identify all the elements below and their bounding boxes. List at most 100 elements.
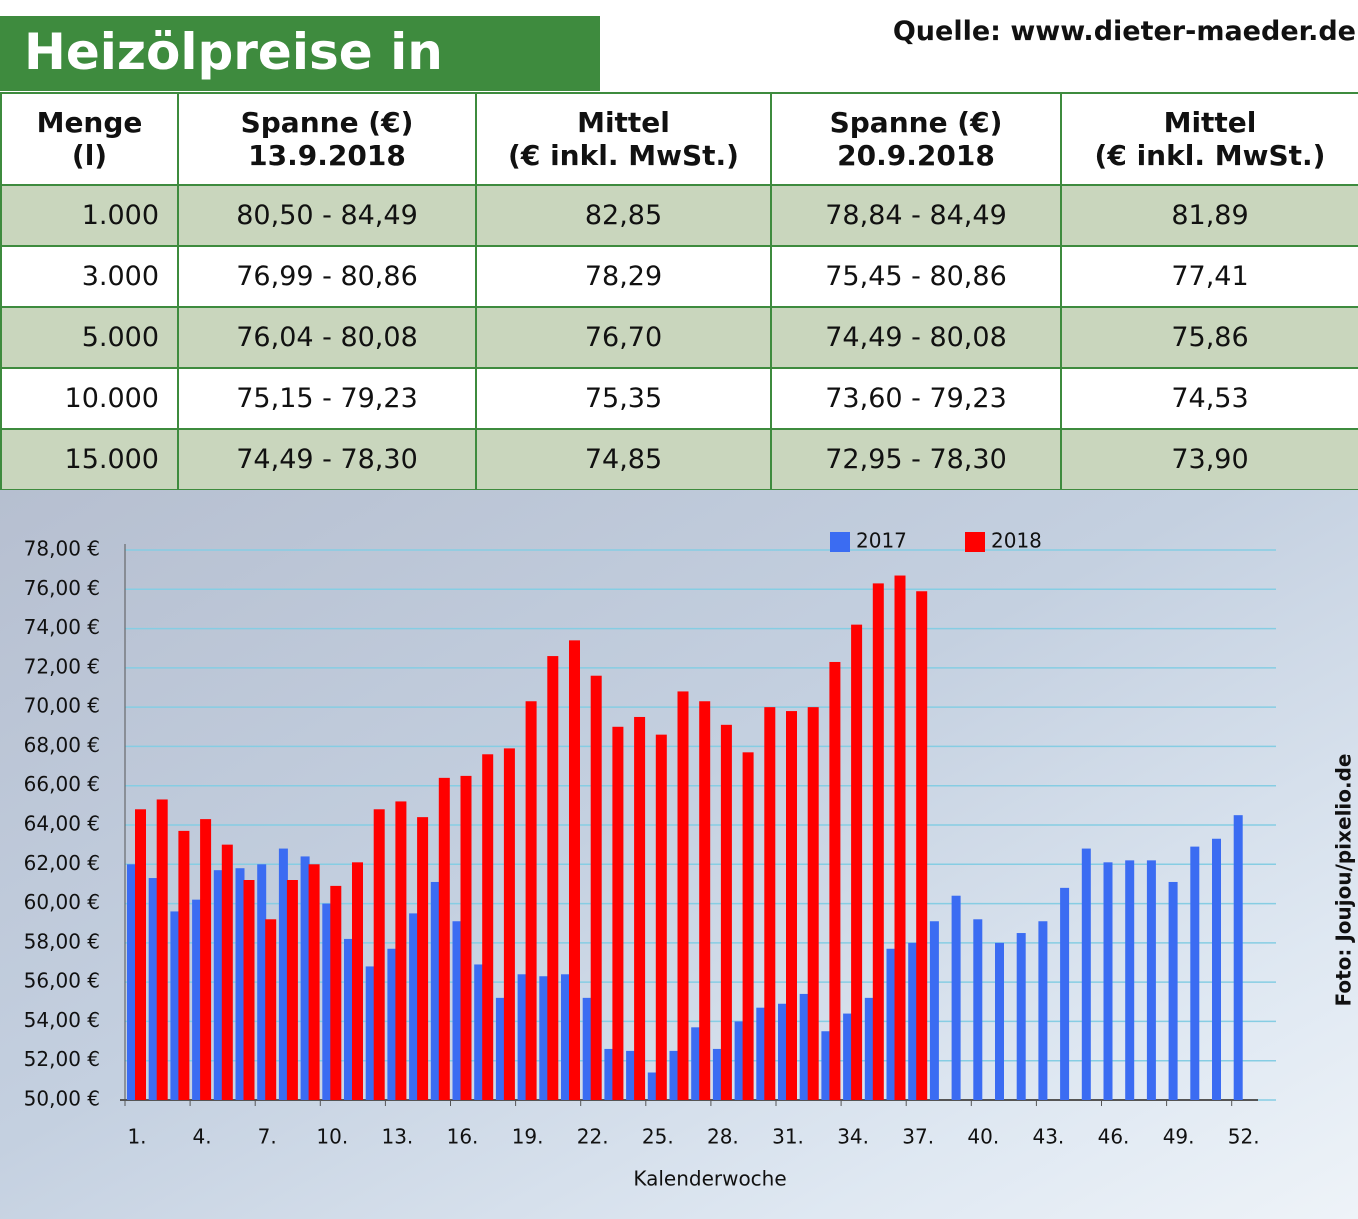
bar: [720, 724, 732, 1100]
bar: [807, 707, 819, 1100]
bar: [764, 707, 776, 1100]
header-line: (l): [71, 139, 108, 172]
header-cell: Mittel (€ inkl. MwSt.): [1060, 92, 1358, 186]
cell: 76,70: [475, 306, 772, 369]
bar: [864, 997, 874, 1100]
bar: [590, 675, 602, 1100]
bar: [851, 624, 863, 1100]
bar: [547, 656, 559, 1100]
price-table: Menge (l) Spanne (€) 13.9.2018 Mittel (€ inkl…: [0, 92, 1358, 491]
bar: [243, 880, 255, 1100]
bar: [886, 948, 896, 1100]
x-tick-label: 1.: [127, 1125, 146, 1149]
bar: [742, 752, 754, 1100]
bar: [582, 997, 592, 1100]
x-axis-label: Kalenderwoche: [633, 1167, 786, 1191]
bar: [569, 640, 580, 1100]
x-tick-label: 52.: [1228, 1125, 1260, 1149]
cell: 78,84 - 84,49: [770, 184, 1062, 247]
header-cell: Spanne (€) 20.9.2018: [770, 92, 1062, 186]
y-tick-label: 50,00 €: [24, 1087, 100, 1111]
x-tick-label: 28.: [707, 1125, 739, 1149]
bar: [517, 974, 527, 1100]
bar: [156, 799, 168, 1100]
y-tick-label: 78,00 €: [24, 537, 100, 561]
cell: 76,04 - 80,08: [177, 306, 477, 369]
y-tick-label: 52,00 €: [24, 1047, 100, 1071]
bar: [438, 777, 450, 1100]
bar: [829, 661, 841, 1100]
cell: 77,41: [1060, 245, 1358, 308]
bar: [973, 919, 983, 1100]
cell: 75,86: [1060, 306, 1358, 369]
x-tick-label: 46.: [1098, 1125, 1130, 1149]
bar: [778, 1003, 787, 1100]
bar: [373, 809, 385, 1100]
header-line: 13.9.2018: [248, 139, 406, 172]
cell: 73,60 - 79,23: [770, 367, 1062, 430]
cell: 81,89: [1060, 184, 1358, 247]
bar: [460, 775, 472, 1100]
y-tick-label: 62,00 €: [24, 851, 100, 875]
credit: Foto: Joujou/pixelio.de: [1332, 754, 1356, 1007]
bar: [799, 993, 809, 1100]
bar: [1212, 838, 1221, 1100]
title: Heizölpreise in Berlin: [0, 16, 600, 153]
legend-swatch: [830, 532, 850, 552]
bar: [655, 734, 667, 1100]
bar: [1125, 860, 1135, 1100]
x-tick-label: 10.: [316, 1125, 348, 1149]
cell: 15.000: [0, 428, 179, 491]
bar: [843, 1013, 853, 1100]
bar: [452, 921, 462, 1100]
bar: [330, 885, 342, 1100]
bar: [127, 864, 136, 1100]
x-tick-label: 40.: [967, 1125, 999, 1149]
bar: [482, 754, 494, 1100]
header-row: Menge (l) Spanne (€) 13.9.2018 Mittel (€ inkl…: [0, 92, 1358, 186]
cell: 76,99 - 80,86: [177, 245, 477, 308]
bar: [604, 1048, 614, 1100]
bar: [634, 716, 646, 1100]
cell: 82,85: [475, 184, 772, 247]
cell: 10.000: [0, 367, 179, 430]
bar: [1233, 815, 1243, 1100]
y-tick-label: 58,00 €: [24, 929, 100, 953]
bar: [286, 880, 298, 1100]
bar: [626, 1050, 636, 1100]
bar: [178, 830, 190, 1100]
bar: [908, 942, 918, 1100]
bar: [148, 878, 158, 1100]
bar: [786, 711, 797, 1100]
x-tick-label: 31.: [772, 1125, 804, 1149]
cell: 72,95 - 78,30: [770, 428, 1062, 491]
bar: [192, 899, 202, 1100]
bar: [257, 864, 267, 1100]
header-line: (€ inkl. MwSt.): [508, 139, 739, 172]
y-tick-label: 56,00 €: [24, 969, 100, 993]
y-tick-label: 68,00 €: [24, 733, 100, 757]
legend-label: 2017: [856, 529, 907, 553]
bar: [170, 911, 180, 1100]
header-cell: Menge (l): [0, 92, 179, 186]
source: Quelle: www.dieter-maeder.de: [892, 16, 1356, 47]
cell: 74,49 - 78,30: [177, 428, 477, 491]
bar: [1081, 848, 1091, 1100]
header-line: Mittel: [1163, 106, 1257, 139]
cell: 1.000: [0, 184, 179, 247]
bar: [699, 701, 711, 1100]
header-line: Menge: [36, 106, 143, 139]
y-tick-label: 60,00 €: [24, 890, 100, 914]
bar: [200, 819, 212, 1100]
bar: [1016, 933, 1026, 1100]
bar: [1190, 846, 1200, 1100]
bar: [929, 921, 939, 1100]
header-line: (€ inkl. MwSt.): [1094, 139, 1326, 172]
bar: [417, 817, 429, 1100]
x-tick-label: 25.: [642, 1125, 674, 1149]
cell: 74,49 - 80,08: [770, 306, 1062, 369]
bar: [691, 1027, 701, 1100]
bar: [612, 726, 624, 1100]
x-tick-label: 34.: [837, 1125, 869, 1149]
